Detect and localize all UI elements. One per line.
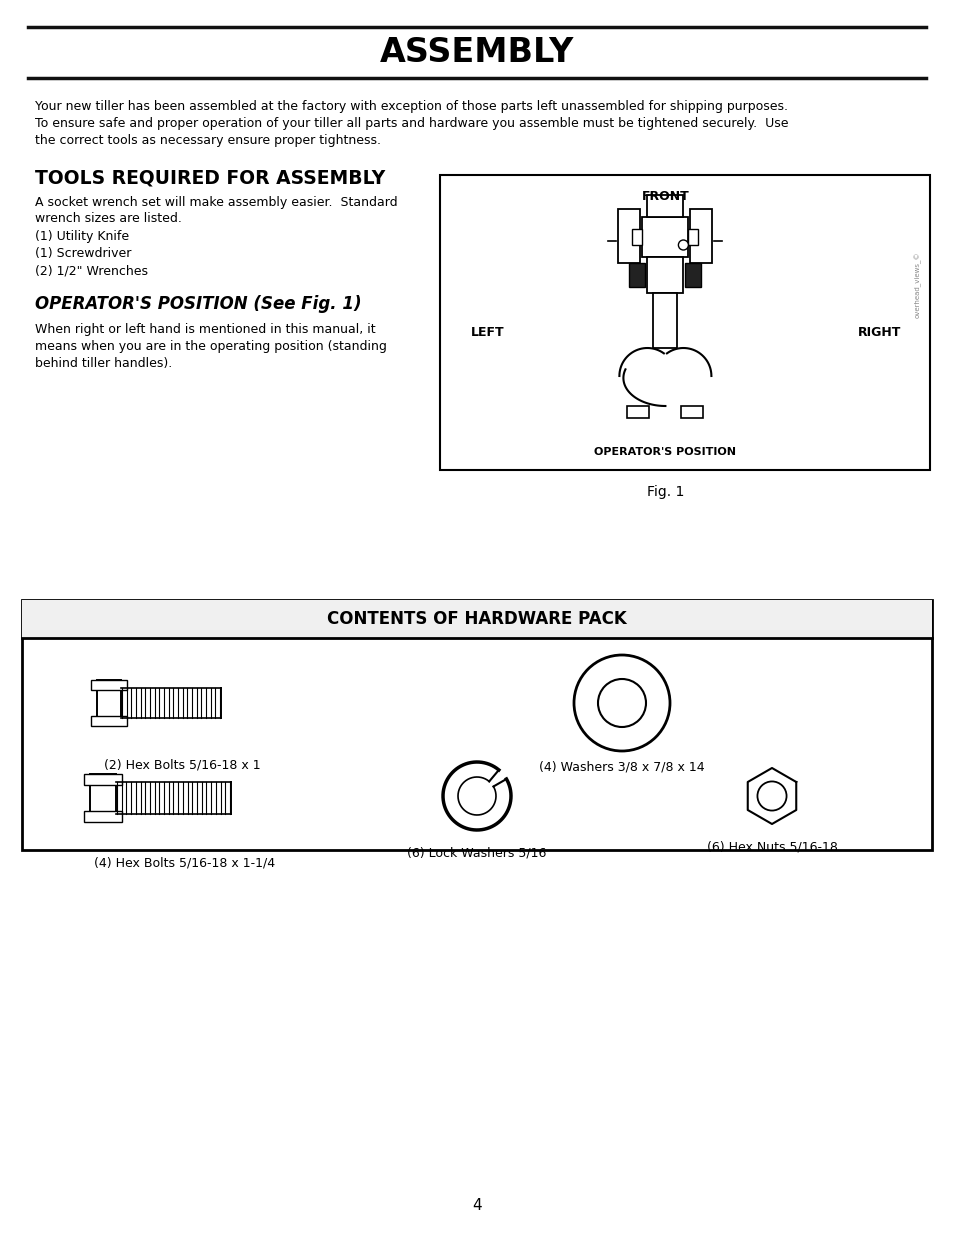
Circle shape bbox=[574, 655, 669, 751]
Text: (6) Lock Washers 5/16: (6) Lock Washers 5/16 bbox=[407, 846, 546, 860]
Text: (2) 1/2" Wrenches: (2) 1/2" Wrenches bbox=[35, 264, 148, 277]
Text: To ensure safe and proper operation of your tiller all parts and hardware you as: To ensure safe and proper operation of y… bbox=[35, 117, 788, 130]
Text: FRONT: FRONT bbox=[640, 190, 689, 204]
Text: ASSEMBLY: ASSEMBLY bbox=[379, 36, 574, 68]
Bar bbox=[22, 600, 931, 850]
Bar bbox=[647, 195, 682, 217]
Text: TOOLS REQUIRED FOR ASSEMBLY: TOOLS REQUIRED FOR ASSEMBLY bbox=[35, 168, 385, 186]
Text: means when you are in the operating position (standing: means when you are in the operating posi… bbox=[35, 340, 387, 353]
Circle shape bbox=[678, 240, 688, 249]
Bar bbox=[680, 406, 702, 417]
Bar bbox=[690, 209, 712, 263]
Bar bbox=[653, 293, 677, 348]
Text: A socket wrench set will make assembly easier.  Standard: A socket wrench set will make assembly e… bbox=[35, 196, 397, 209]
Bar bbox=[629, 263, 645, 287]
Bar bbox=[618, 209, 639, 263]
Text: CONTENTS OF HARDWARE PACK: CONTENTS OF HARDWARE PACK bbox=[327, 610, 626, 629]
Text: When right or left hand is mentioned in this manual, it: When right or left hand is mentioned in … bbox=[35, 324, 375, 336]
Text: Fig. 1: Fig. 1 bbox=[646, 485, 683, 499]
Text: wrench sizes are listed.: wrench sizes are listed. bbox=[35, 212, 182, 225]
Text: behind tiller handles).: behind tiller handles). bbox=[35, 357, 172, 370]
Text: LEFT: LEFT bbox=[471, 326, 504, 340]
Bar bbox=[627, 406, 649, 417]
Bar bbox=[439, 175, 929, 471]
Text: (1) Utility Knife: (1) Utility Knife bbox=[35, 230, 129, 243]
Text: (1) Screwdriver: (1) Screwdriver bbox=[35, 247, 132, 261]
Bar bbox=[91, 716, 127, 726]
Text: OPERATOR'S POSITION: OPERATOR'S POSITION bbox=[594, 447, 736, 457]
Text: 4: 4 bbox=[472, 1198, 481, 1213]
Bar bbox=[84, 811, 122, 823]
Bar bbox=[91, 680, 127, 690]
Text: (2) Hex Bolts 5/16-18 x 1: (2) Hex Bolts 5/16-18 x 1 bbox=[104, 758, 260, 771]
Bar bbox=[97, 680, 121, 726]
Text: (4) Washers 3/8 x 7/8 x 14: (4) Washers 3/8 x 7/8 x 14 bbox=[538, 761, 704, 774]
Text: OPERATOR'S POSITION (See Fig. 1): OPERATOR'S POSITION (See Fig. 1) bbox=[35, 295, 361, 312]
Bar bbox=[22, 600, 931, 638]
Circle shape bbox=[598, 679, 645, 727]
Text: overhead_views_©: overhead_views_© bbox=[913, 252, 921, 319]
Bar bbox=[632, 228, 641, 245]
Bar bbox=[84, 774, 122, 784]
Bar bbox=[688, 228, 698, 245]
Text: RIGHT: RIGHT bbox=[858, 326, 901, 340]
Text: Your new tiller has been assembled at the factory with exception of those parts : Your new tiller has been assembled at th… bbox=[35, 100, 787, 112]
Text: (4) Hex Bolts 5/16-18 x 1-1/4: (4) Hex Bolts 5/16-18 x 1-1/4 bbox=[94, 856, 275, 869]
Text: the correct tools as necessary ensure proper tightness.: the correct tools as necessary ensure pr… bbox=[35, 135, 380, 147]
Text: (6) Hex Nuts 5/16-18: (6) Hex Nuts 5/16-18 bbox=[706, 841, 837, 853]
Bar bbox=[641, 217, 688, 257]
Bar bbox=[647, 257, 682, 293]
Circle shape bbox=[757, 782, 785, 810]
Bar bbox=[684, 263, 700, 287]
Bar bbox=[90, 774, 116, 823]
